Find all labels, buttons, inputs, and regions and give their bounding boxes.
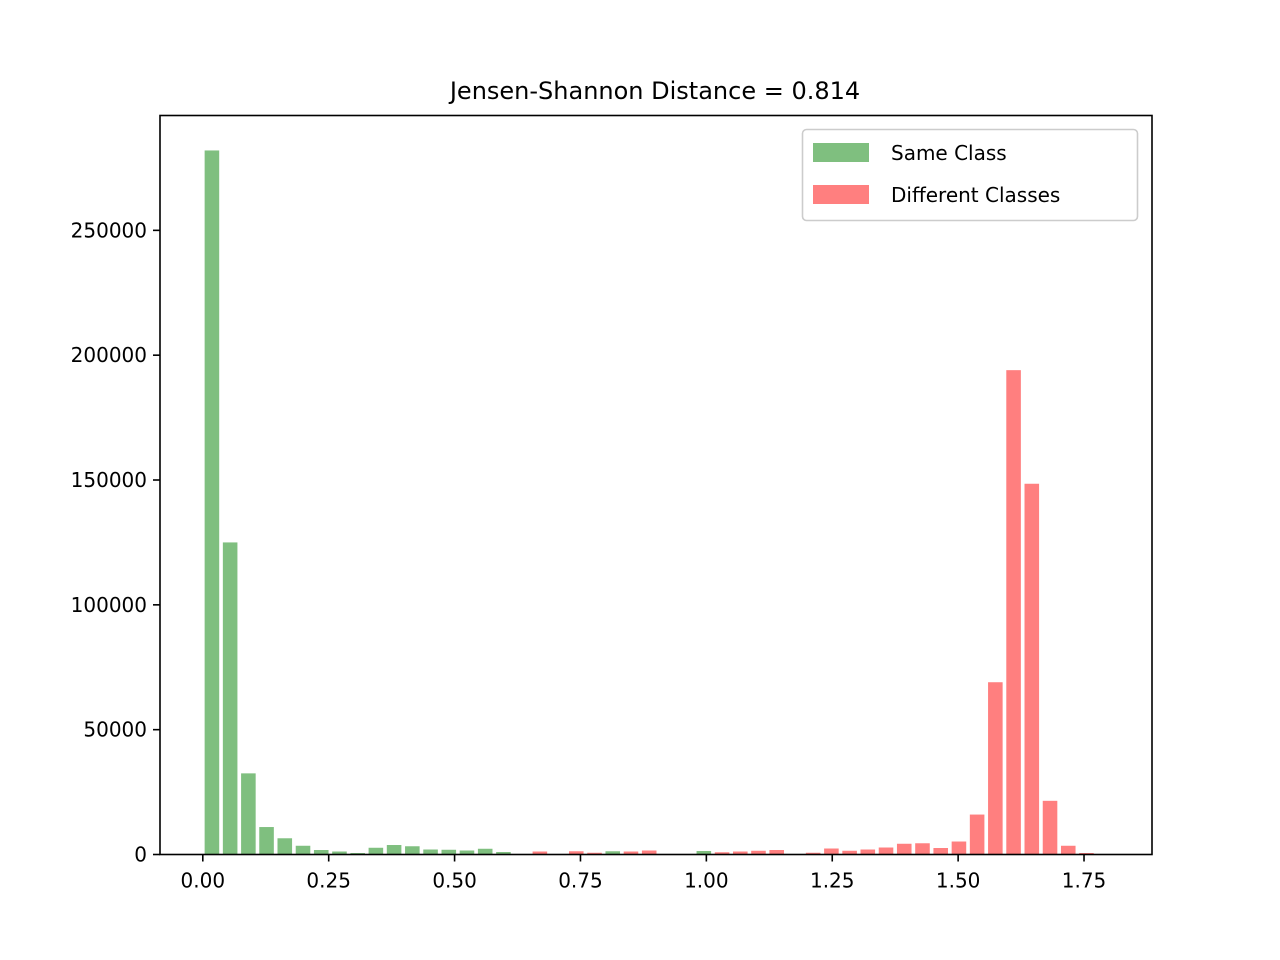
bar-same-class-7 xyxy=(332,851,347,855)
bar-same-class-9 xyxy=(368,847,384,855)
y-tick-label: 150000 xyxy=(71,468,147,492)
bars-layer xyxy=(204,150,1094,855)
bar-different-classes-23 xyxy=(1060,845,1076,855)
bar-different-classes-19 xyxy=(988,682,1003,855)
bar-same-class-2 xyxy=(241,773,256,855)
bar-different-classes-9 xyxy=(805,852,821,855)
chart-title: Jensen-Shannon Distance = 0.814 xyxy=(448,77,860,105)
x-tick-label: 1.00 xyxy=(684,869,729,893)
bar-same-class-17 xyxy=(605,851,621,855)
bar-same-class-1 xyxy=(222,542,238,855)
bar-same-class-16 xyxy=(496,852,511,855)
bar-different-classes-7 xyxy=(751,850,766,855)
x-tick-label: 1.50 xyxy=(936,869,981,893)
bar-different-classes-14 xyxy=(896,843,912,855)
bar-different-classes-4 xyxy=(641,850,657,855)
x-tick-label: 0.50 xyxy=(432,869,477,893)
bar-different-classes-3 xyxy=(623,851,639,855)
legend-swatch-different-classes xyxy=(813,185,869,204)
bar-different-classes-0 xyxy=(532,851,548,855)
bar-different-classes-6 xyxy=(733,851,748,855)
y-tick-label: 250000 xyxy=(71,218,147,242)
bar-same-class-14 xyxy=(459,850,475,855)
y-tick-label: 0 xyxy=(134,843,147,867)
y-tick-label: 100000 xyxy=(71,593,147,617)
bar-same-class-15 xyxy=(477,848,493,855)
x-tick-label: 0.00 xyxy=(181,869,226,893)
x-tick-label: 1.25 xyxy=(810,869,855,893)
bar-same-class-12 xyxy=(423,849,438,855)
bar-different-classes-16 xyxy=(933,848,948,855)
legend-swatch-same-class xyxy=(813,143,869,162)
bar-same-class-4 xyxy=(277,838,293,855)
bar-same-class-18 xyxy=(696,851,712,855)
legend-box xyxy=(801,128,1139,222)
bar-same-class-3 xyxy=(259,827,274,855)
bar-different-classes-13 xyxy=(878,847,894,855)
bar-different-classes-15 xyxy=(915,843,930,855)
bar-same-class-13 xyxy=(441,849,457,855)
bar-same-class-0 xyxy=(204,150,220,855)
bar-different-classes-21 xyxy=(1024,483,1040,855)
bar-same-class-10 xyxy=(386,845,402,855)
bar-different-classes-18 xyxy=(969,814,985,855)
bar-same-class-6 xyxy=(313,850,329,855)
legend-label-different-classes: Different Classes xyxy=(891,183,1060,207)
bar-same-class-5 xyxy=(295,845,311,855)
x-tick-label: 0.75 xyxy=(558,869,603,893)
y-tick-label: 50000 xyxy=(83,718,147,742)
bar-different-classes-11 xyxy=(842,850,857,855)
bar-different-classes-2 xyxy=(587,852,602,855)
y-tick-label: 200000 xyxy=(71,343,147,367)
bar-different-classes-17 xyxy=(951,841,967,855)
x-tick-label: 1.75 xyxy=(1062,869,1107,893)
bar-different-classes-1 xyxy=(569,851,584,855)
plot-frame xyxy=(159,114,1153,856)
bar-different-classes-12 xyxy=(860,849,876,855)
y-axis-ticks: 0 50000 100000 150000 200000 250000 xyxy=(71,218,160,867)
bar-same-class-11 xyxy=(405,846,420,855)
x-tick-label: 0.25 xyxy=(306,869,351,893)
bar-different-classes-5 xyxy=(714,852,730,855)
bar-different-classes-8 xyxy=(769,850,784,855)
bar-different-classes-10 xyxy=(824,848,839,855)
bar-different-classes-22 xyxy=(1042,800,1058,855)
legend-label-same-class: Same Class xyxy=(891,141,1007,165)
bar-different-classes-20 xyxy=(1006,370,1021,855)
legend: Same Class Different Classes xyxy=(801,128,1139,222)
x-axis-ticks: 0.00 0.25 0.50 0.75 1.00 1.25 1.50 1.75 xyxy=(181,854,1107,893)
